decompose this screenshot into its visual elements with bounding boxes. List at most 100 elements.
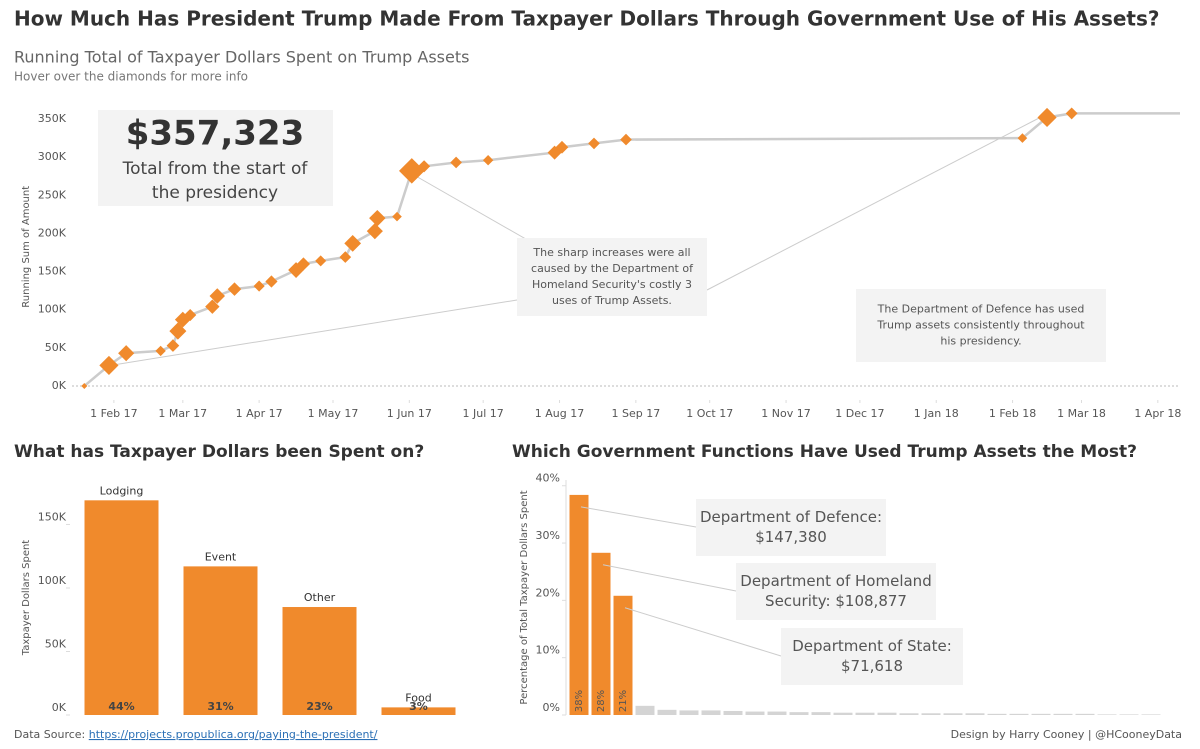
bar	[613, 595, 633, 715]
y-tick-label: 0K	[52, 379, 67, 392]
annotation-text: caused by the Department of	[531, 262, 694, 275]
x-tick-label: 1 May 17	[308, 407, 359, 420]
y-tick-label: 40%	[536, 472, 560, 485]
diamond	[339, 251, 352, 263]
diamond	[588, 137, 600, 150]
bar	[789, 712, 809, 715]
diamond	[265, 275, 278, 288]
value-label: 38%	[574, 690, 585, 712]
bar	[899, 713, 919, 715]
chart-subtitle: Hover over the diamonds for more info	[14, 70, 248, 84]
diamond	[296, 257, 311, 271]
diamond	[253, 280, 265, 292]
share-label: 31%	[207, 700, 233, 713]
y-axis-label: Percentage of Total Taxpayer Dollars Spe…	[519, 490, 530, 704]
diamond	[417, 160, 431, 173]
chart-title: Running Total of Taxpayer Dollars Spent …	[14, 48, 469, 67]
diamond	[1037, 107, 1057, 128]
connector	[602, 564, 737, 592]
bar	[1053, 713, 1073, 715]
x-tick-label: 1 Aug 17	[535, 407, 584, 420]
bar	[657, 709, 677, 715]
diamond	[184, 308, 197, 322]
diamond	[1017, 133, 1028, 143]
source-label: Data Source:	[14, 728, 89, 741]
bar	[1097, 714, 1117, 715]
y-tick-label: 300K	[38, 150, 67, 163]
x-tick-label: 1 Feb 17	[90, 407, 137, 420]
x-tick-label: 1 Feb 18	[989, 407, 1036, 420]
total-box	[98, 110, 333, 206]
annotation-box	[781, 628, 963, 685]
diamond	[99, 355, 119, 375]
annotation-text: The sharp increases were all	[532, 246, 690, 259]
x-tick-label: 1 Nov 17	[761, 407, 810, 420]
connector	[580, 506, 697, 528]
category-label: Food	[405, 691, 431, 704]
x-tick-label: 1 Oct 17	[686, 407, 733, 420]
share-label: 3%	[409, 700, 428, 713]
x-tick-label: 1 Apr 17	[236, 407, 283, 420]
x-tick-label: 1 Jun 17	[387, 407, 432, 420]
bar	[877, 712, 897, 715]
x-tick-label: 1 Apr 18	[1134, 407, 1181, 420]
bar	[282, 607, 357, 715]
annotation-box	[736, 563, 936, 620]
annotation-box	[517, 238, 707, 316]
bar	[679, 710, 699, 715]
bar	[1141, 714, 1161, 715]
annotation-text: Department of Defence:	[700, 508, 882, 526]
x-tick-label: 1 Sep 17	[611, 407, 660, 420]
x-tick-label: 1 Mar 17	[158, 407, 207, 420]
annotation-text: Security: $108,877	[765, 592, 907, 610]
y-tick-label: 150K	[38, 265, 67, 278]
bar	[635, 705, 655, 715]
diamond	[209, 288, 226, 304]
y-tick-label: 350K	[38, 112, 67, 125]
chart-title: Which Government Functions Have Used Tru…	[512, 442, 1137, 462]
bar	[381, 707, 456, 715]
bar	[745, 711, 765, 715]
y-tick-label: 250K	[38, 188, 67, 201]
x-tick-label: 1 Mar 18	[1057, 407, 1106, 420]
annotation-text: Department of Homeland	[740, 572, 931, 590]
bar	[569, 494, 589, 715]
annotation-text: Trump assets consistently throughout	[876, 319, 1085, 332]
annotation-text: Homeland Security's costly 3	[532, 278, 692, 291]
bar	[1075, 713, 1095, 715]
bar	[84, 500, 159, 715]
total-caption: the presidency	[152, 183, 278, 203]
y-tick-label: 150K	[38, 510, 67, 523]
y-tick-label: 200K	[38, 226, 67, 239]
bar	[723, 710, 743, 715]
y-tick-label: 50K	[45, 637, 67, 650]
annotation-text: his presidency.	[940, 335, 1021, 348]
y-tick-label: 20%	[536, 586, 560, 599]
bar	[1031, 713, 1051, 715]
diamond	[620, 133, 632, 146]
y-axis-label: Running Sum of Amount	[21, 186, 32, 308]
connector	[624, 607, 782, 657]
x-tick-label: 1 Jul 17	[463, 407, 504, 420]
diamond	[81, 383, 88, 389]
dashboard-title: How Much Has President Trump Made From T…	[14, 7, 1160, 31]
y-axis-label: Taxpayer Dollars Spent	[21, 540, 32, 657]
category-label: Event	[205, 550, 237, 563]
diamond	[205, 299, 220, 314]
chart-title: What has Taxpayer Dollars been Spent on?	[14, 442, 424, 462]
diamond	[482, 155, 494, 166]
bar	[921, 713, 941, 715]
diamond	[169, 322, 187, 340]
source-label: Data Source: https://projects.propublica…	[14, 728, 378, 741]
y-tick-label: 10%	[536, 644, 560, 657]
source-link[interactable]: https://projects.propublica.org/paying-t…	[89, 728, 378, 741]
share-label: 44%	[108, 700, 134, 713]
category-label: Other	[304, 591, 336, 604]
diamond	[392, 211, 402, 222]
diamond	[398, 158, 425, 184]
total-value: $357,323	[126, 114, 305, 154]
value-label: 21%	[618, 690, 629, 712]
value-label: 28%	[596, 690, 607, 712]
diamond	[344, 234, 362, 252]
bar	[987, 713, 1007, 715]
